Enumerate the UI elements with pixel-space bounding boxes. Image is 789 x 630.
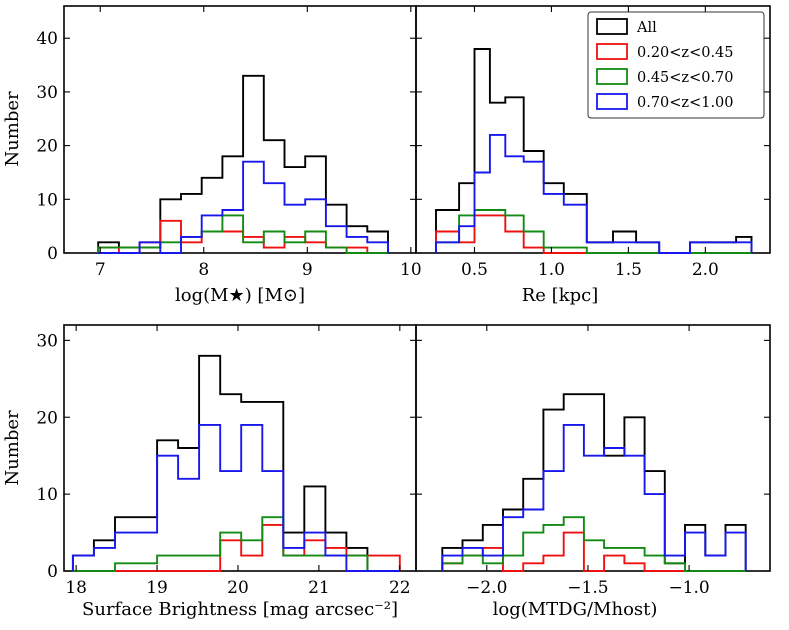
x-tick-label: −2.0 bbox=[466, 578, 507, 598]
panel-mass-ratio: −2.0 −1.5 −1.0 bbox=[416, 325, 770, 598]
histogram-high-1 bbox=[435, 133, 753, 254]
histogram-high-3 bbox=[441, 423, 747, 571]
histogram-high-2 bbox=[71, 423, 400, 572]
x-tick-label: −1.0 bbox=[668, 578, 709, 598]
legend-swatch-all bbox=[596, 18, 628, 35]
legend-swatch-low-z bbox=[596, 43, 628, 60]
panel-effective-radius: 0.5 1.0 1.5 2.0 bbox=[416, 6, 770, 280]
x-tick-label: −1.5 bbox=[567, 578, 608, 598]
y-tick-label: 10 bbox=[36, 190, 58, 210]
histogram-all-3 bbox=[441, 393, 747, 571]
histogram-mid-3 bbox=[441, 516, 746, 572]
histogram-mid-2 bbox=[72, 516, 400, 572]
legend-box bbox=[587, 11, 765, 119]
x-axis-label-effective-radius: Re [kpc] bbox=[522, 285, 598, 306]
legend-swatch-high-z bbox=[596, 93, 628, 110]
panel-bottom-left-frame bbox=[63, 324, 417, 572]
histogram-all-2 bbox=[71, 354, 400, 572]
x-tick-label: 2.0 bbox=[692, 260, 719, 280]
histogram-mid-0 bbox=[97, 214, 388, 254]
y-tick-label: 40 bbox=[36, 29, 58, 49]
panel-surface-brightness: 18 19 20 21 22 0 10 20 30 bbox=[36, 325, 416, 598]
x-tick-label: 21 bbox=[308, 578, 330, 598]
y-axis-label-top: Number bbox=[2, 91, 23, 167]
y-tick-label: 20 bbox=[36, 137, 58, 157]
histogram-mid-1 bbox=[435, 209, 752, 254]
y-tick-label: 20 bbox=[36, 408, 58, 428]
y-tick-label: 0 bbox=[47, 244, 58, 264]
legend: All 0.20<z<0.45 0.45<z<0.70 0.70<z<1.00 bbox=[587, 11, 765, 119]
x-tick-label: 19 bbox=[146, 578, 168, 598]
legend-label-high-z: 0.70<z<1.00 bbox=[637, 95, 734, 111]
x-tick-label: 1.0 bbox=[538, 260, 565, 280]
y-tick-label: 10 bbox=[36, 485, 58, 505]
legend-label-all: All bbox=[636, 20, 657, 36]
x-axis-label-stellar-mass: log(M★) [M⊙] bbox=[175, 285, 305, 306]
y-tick-label: 30 bbox=[36, 331, 58, 351]
legend-swatch-mid-z bbox=[596, 68, 628, 85]
x-tick-label: 9 bbox=[302, 260, 313, 280]
legend-label-low-z: 0.20<z<0.45 bbox=[637, 45, 734, 61]
x-tick-label: 10 bbox=[400, 260, 422, 280]
x-tick-label: 7 bbox=[95, 260, 106, 280]
legend-label-mid-z: 0.45<z<0.70 bbox=[637, 70, 734, 86]
x-tick-label: 20 bbox=[227, 578, 249, 598]
panel-stellar-mass: 7 8 9 10 0 10 20 30 40 bbox=[36, 6, 422, 280]
histogram-low-3 bbox=[441, 531, 746, 572]
y-tick-label: 30 bbox=[36, 83, 58, 103]
x-tick-label: 8 bbox=[198, 260, 209, 280]
histogram-high-0 bbox=[98, 160, 389, 254]
histogram-low-1 bbox=[435, 214, 752, 254]
x-tick-label: 0.5 bbox=[461, 260, 488, 280]
y-tick-label: 0 bbox=[47, 562, 58, 582]
panel-bottom-right-frame bbox=[415, 324, 771, 572]
x-tick-label: 22 bbox=[389, 578, 411, 598]
x-axis-label-mass-ratio: log(MTDG/Mhost) bbox=[493, 599, 658, 620]
x-tick-label: 18 bbox=[65, 578, 87, 598]
y-axis-label-bottom: Number bbox=[2, 410, 23, 486]
x-axis-label-surface-brightness: Surface Brightness [mag arcsec⁻²] bbox=[82, 599, 398, 620]
x-tick-label: 1.5 bbox=[615, 260, 642, 280]
